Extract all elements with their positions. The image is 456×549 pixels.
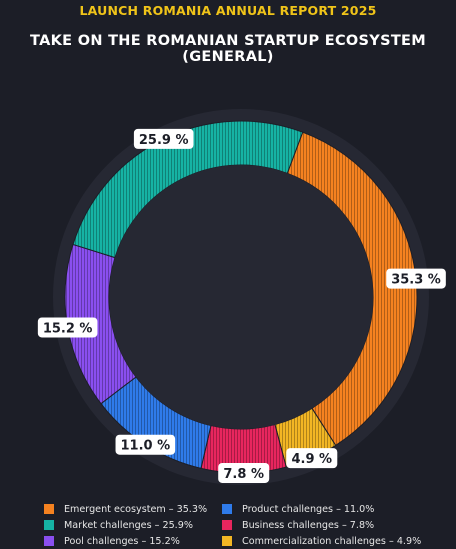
- svg-text:7.8 %: 7.8 %: [223, 467, 264, 482]
- data-label-emergent-ecosystem: 35.3 %: [386, 268, 446, 289]
- legend: Emergent ecosystem – 35.3% Product challe…: [44, 502, 444, 548]
- data-label-pool-challenges: 15.2 %: [37, 317, 98, 338]
- legend-label: Emergent ecosystem – 35.3%: [64, 503, 208, 515]
- legend-item-commercialization-challenges: Commercialization challenges – 4.9%: [222, 534, 422, 548]
- svg-text:15.2 %: 15.2 %: [43, 321, 93, 336]
- svg-text:4.9 %: 4.9 %: [291, 452, 332, 467]
- legend-label: Market challenges – 25.9%: [64, 519, 193, 531]
- report-title: LAUNCH ROMANIA ANNUAL REPORT 2025: [79, 3, 377, 18]
- legend-swatch: [44, 536, 54, 546]
- data-label-product-challenges: 11.0 %: [115, 434, 176, 455]
- svg-text:11.0 %: 11.0 %: [121, 439, 171, 454]
- legend-label: Pool challenges – 15.2%: [64, 535, 180, 547]
- chart-title: TAKE ON THE ROMANIAN STARTUP ECOSYSTEM (…: [30, 33, 426, 65]
- legend-item-pool-challenges: Pool challenges – 15.2%: [44, 534, 222, 548]
- data-label-commercialization-challenges: 4.9 %: [286, 448, 338, 469]
- legend-item-business-challenges: Business challenges – 7.8%: [222, 518, 422, 532]
- svg-text:25.9 %: 25.9 %: [139, 133, 189, 148]
- svg-text:35.3 %: 35.3 %: [391, 273, 441, 288]
- legend-swatch: [222, 520, 232, 530]
- legend-swatch: [44, 520, 54, 530]
- inner-hole: [109, 165, 373, 429]
- data-label-business-challenges: 7.8 %: [218, 462, 270, 483]
- data-label-market-challenges: 25.9 %: [133, 128, 194, 149]
- legend-label: Product challenges – 11.0%: [242, 503, 375, 515]
- legend-swatch: [222, 536, 232, 546]
- legend-swatch: [44, 504, 54, 514]
- legend-item-emergent-ecosystem: Emergent ecosystem – 35.3%: [44, 502, 222, 516]
- legend-swatch: [222, 504, 232, 514]
- legend-item-product-challenges: Product challenges – 11.0%: [222, 502, 422, 516]
- legend-item-market-challenges: Market challenges – 25.9%: [44, 518, 222, 532]
- legend-label: Business challenges – 7.8%: [242, 519, 375, 531]
- legend-label: Commercialization challenges – 4.9%: [242, 535, 422, 547]
